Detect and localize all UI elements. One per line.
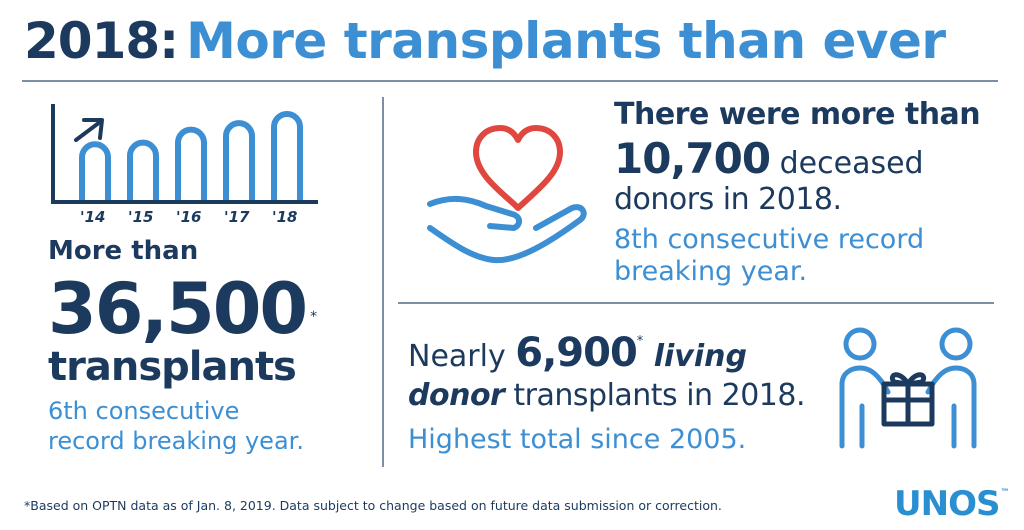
chart-bar <box>175 126 207 200</box>
left-subtext-line2: record breaking year. <box>48 427 304 455</box>
chart-bar <box>223 120 255 200</box>
chart-tick-label: '15 <box>128 208 154 226</box>
deceased-subtext-line2: breaking year. <box>614 256 808 287</box>
transplants-label: transplants <box>48 344 297 390</box>
deceased-line2: 10,700 deceased <box>614 134 924 183</box>
deceased-subtext-line1: 8th consecutive record <box>614 224 925 255</box>
deceased-line1: There were more than <box>614 97 981 132</box>
logo-tm: ™ <box>1000 488 1009 498</box>
page-title: 2018: More transplants than ever <box>24 2 946 80</box>
chart-bar <box>79 141 111 200</box>
chart-svg <box>51 104 318 204</box>
chart-tick-label: '18 <box>272 208 298 226</box>
title-year: 2018: <box>24 12 179 70</box>
heart-in-hand-icon <box>420 100 600 284</box>
more-than-label: More than <box>48 236 199 266</box>
living-label: living <box>643 339 747 374</box>
asterisk: * <box>310 309 318 325</box>
title-text: More transplants than ever <box>186 12 946 70</box>
living-line1: Nearly 6,900* living <box>408 330 747 376</box>
chart-tick-label: '14 <box>80 208 106 226</box>
top-divider <box>22 80 998 82</box>
unos-logo: UNOS™ <box>894 484 1009 524</box>
middle-divider <box>398 302 994 304</box>
deceased-number: 10,700 <box>614 134 771 183</box>
chart-tick-label: '17 <box>224 208 250 226</box>
living-asterisk: * <box>636 334 644 349</box>
deceased-label: deceased <box>770 146 924 181</box>
transplants-number: 36,500 * <box>48 268 317 350</box>
bar-chart-icon <box>50 100 320 214</box>
chart-bar <box>127 139 159 200</box>
people-gift-icon <box>828 322 988 456</box>
chart-tick-label: '16 <box>176 208 202 226</box>
living-number: 6,900 <box>515 330 638 376</box>
transplants-number-value: 36,500 <box>48 268 308 350</box>
living-subtext: Highest total since 2005. <box>408 424 747 455</box>
living-line2-rest: transplants in 2018. <box>504 378 805 413</box>
logo-text: UNOS <box>894 484 1000 524</box>
living-line2: donor transplants in 2018. <box>408 378 805 413</box>
donor-label: donor <box>408 378 505 413</box>
nearly-label: Nearly <box>408 339 516 374</box>
left-subtext-line1: 6th consecutive <box>48 397 240 425</box>
vertical-divider <box>382 97 384 467</box>
chart-bar <box>271 110 303 200</box>
footnote: *Based on OPTN data as of Jan. 8, 2019. … <box>24 498 722 513</box>
deceased-line3: donors in 2018. <box>614 182 842 217</box>
